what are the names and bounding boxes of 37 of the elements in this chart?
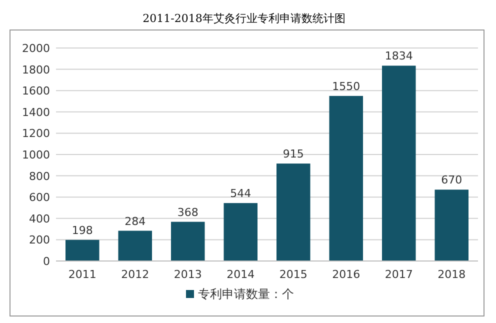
y-tick-label: 1000 [22, 148, 50, 162]
bar [65, 240, 100, 261]
y-tick-label: 1400 [22, 106, 50, 119]
x-tick-label: 2012 [121, 268, 150, 281]
x-tick-label: 2017 [384, 268, 413, 281]
chart-title: 2011-2018年艾灸行业专利申请数统计图 [142, 12, 346, 25]
y-tick-label: 1200 [22, 127, 50, 140]
data-label: 544 [230, 187, 252, 200]
y-tick-label: 1800 [22, 63, 50, 76]
x-tick-label: 2014 [226, 268, 255, 281]
x-tick-label: 2015 [279, 268, 308, 281]
data-label: 1834 [384, 50, 413, 63]
y-tick-label: 1600 [22, 84, 50, 98]
y-tick-label: 2000 [22, 42, 50, 55]
bar [329, 96, 364, 261]
x-tick-label: 2016 [332, 268, 360, 281]
bar [276, 164, 310, 261]
x-tick-label: 2018 [438, 268, 466, 281]
bar [118, 230, 152, 261]
x-tick-label: 2013 [174, 268, 202, 281]
y-tick-label: 200 [29, 234, 50, 247]
bar [382, 66, 416, 261]
data-label: 670 [441, 174, 462, 187]
bar [224, 203, 258, 261]
bar [170, 222, 205, 261]
legend-label: 专利申请数量：个 [198, 287, 294, 301]
y-tick-label: 400 [29, 212, 50, 226]
data-label: 915 [282, 148, 304, 161]
data-label: 1550 [332, 80, 360, 93]
y-tick-label: 0 [43, 255, 50, 268]
x-tick-label: 2011 [68, 268, 96, 281]
data-label: 284 [124, 214, 146, 228]
y-tick-label: 600 [29, 191, 50, 204]
data-label: 368 [177, 206, 198, 219]
data-label: 198 [72, 224, 93, 237]
y-tick-label: 800 [29, 170, 50, 183]
bar [434, 190, 469, 261]
